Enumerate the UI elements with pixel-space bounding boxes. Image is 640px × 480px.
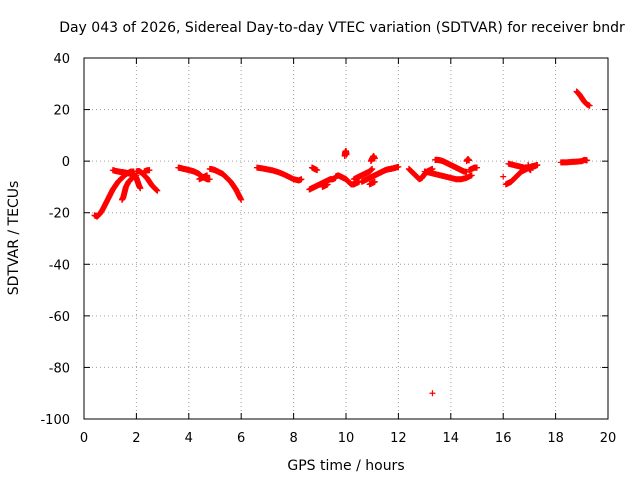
data-point [527,167,534,174]
x-tick-label: 18 [547,431,564,446]
y-tick-label: 40 [53,52,70,67]
series-arc24 [463,156,473,165]
grid-lines [84,58,608,419]
data-point [500,173,507,180]
series-arc21 [421,168,475,183]
data-point [584,157,591,164]
series-arc13 [319,181,331,190]
series-arc8 [196,172,211,183]
series-arc27 [525,162,534,174]
data-point [238,196,245,203]
series-arc4 [130,171,144,192]
x-tick-label: 4 [185,431,193,446]
series-arc16 [350,165,376,183]
data-point [204,172,211,179]
x-tick-label: 20 [600,431,617,446]
series-arc9 [206,165,245,203]
series-arc15 [341,147,350,159]
series-arc6 [141,167,153,175]
x-tick-label: 6 [237,431,245,446]
series-arc11 [308,164,321,174]
series-arc23 [466,164,480,174]
y-axis-title: SDTVAR / TECUs [6,181,22,296]
series-arc17 [358,163,402,185]
data-point [429,390,436,397]
x-tick-label: 16 [495,431,512,446]
y-tick-label: -40 [49,258,70,273]
data-point [314,167,321,174]
x-tick-label: 0 [80,431,88,446]
x-axis-title: GPS time / hours [287,458,404,474]
data-point [466,157,473,164]
series-arc19 [366,178,378,188]
data-point [154,187,161,194]
series-arc5 [133,167,161,194]
x-tick-label: 12 [390,431,407,446]
data-point [146,167,153,174]
y-tick-label: -80 [49,361,70,376]
series-arc10 [253,164,305,184]
y-tick-label: -100 [40,413,70,428]
series-arc2 [109,167,135,178]
y-tick-labels: -100 -80 -60 -40 -20 0 20 40 [40,52,70,428]
series-arc28 [557,156,591,166]
data-point [534,162,541,169]
y-tick-label: -20 [49,207,70,222]
series-isolated2 [429,390,436,397]
data-point [371,178,378,185]
plot-frame [83,57,609,420]
x-tick-labels: 0 2 4 6 8 10 12 14 16 18 20 [80,431,616,446]
x-tick-label: 2 [132,431,140,446]
x-tick-label: 8 [289,431,297,446]
series-arc18 [367,152,378,165]
data-points [91,88,593,397]
x-tick-label: 10 [338,431,355,446]
series-arc22 [432,156,470,175]
y-tick-label: 20 [53,104,70,119]
data-point [298,176,305,183]
y-tick-label: 0 [62,155,70,170]
y-tick-label: -60 [49,310,70,325]
data-point [586,102,593,109]
data-point [395,163,402,170]
series-isolated1 [500,173,507,180]
x-tick-label: 14 [443,431,460,446]
chart-title: Day 043 of 2026, Sidereal Day-to-day VTE… [59,20,625,36]
data-point [343,151,350,158]
series-arc29 [573,88,593,109]
data-point [137,185,144,192]
data-point [468,172,475,179]
data-point [371,155,378,162]
series-arc26 [505,160,541,171]
data-point [319,183,326,190]
data-point [206,176,213,183]
data-point [474,164,480,171]
data-point [369,165,376,172]
